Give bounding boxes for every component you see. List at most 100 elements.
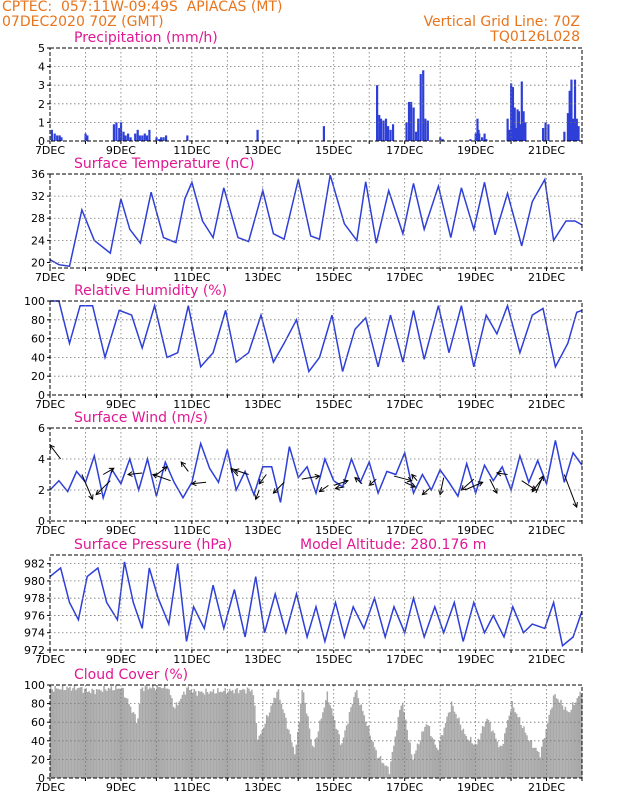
- wind-arrow: [404, 481, 416, 488]
- cloud-bar: [573, 704, 576, 778]
- wind-arrow: [521, 480, 537, 491]
- wind-arrow-head: [411, 473, 417, 480]
- cloud-bar: [348, 711, 351, 778]
- y-tick-label: 36: [31, 168, 45, 181]
- cloud-bar: [396, 730, 398, 778]
- cloud-bar: [103, 685, 105, 778]
- cloud-bar: [441, 735, 444, 778]
- cloud-bar: [345, 725, 348, 778]
- cloud-bar: [551, 707, 553, 778]
- wind-arrow-head: [95, 489, 102, 496]
- cloud-bar: [258, 735, 261, 778]
- x-tick-label: 15DEC: [315, 144, 352, 157]
- header-datetime: 07DEC2020 70Z (GMT): [2, 14, 164, 30]
- cloud-bar: [152, 685, 154, 778]
- cloud-bar: [88, 691, 90, 778]
- cloud-bar: [177, 705, 179, 778]
- cloud-bar: [579, 691, 581, 778]
- cloud-bar: [132, 712, 135, 778]
- cloud-bar: [498, 747, 500, 778]
- cloud-bar: [212, 689, 215, 778]
- cloud-bar: [109, 688, 111, 778]
- cloud-bar: [538, 752, 540, 778]
- cloud-bar: [366, 726, 368, 778]
- wind-arrow: [154, 466, 168, 477]
- wind-arrow: [191, 481, 207, 485]
- wind-arrow-head: [538, 475, 544, 482]
- cloud-bar: [69, 686, 71, 778]
- cloud-bar: [518, 717, 521, 778]
- cloud-bar: [572, 702, 574, 778]
- wind-arrow: [258, 474, 267, 485]
- cloud-bar: [249, 691, 252, 778]
- precip-bar: [378, 114, 381, 141]
- precip-bar: [118, 127, 121, 141]
- cloud-bar: [481, 725, 484, 778]
- cloud-bar: [486, 718, 488, 778]
- cloud-bar: [499, 745, 502, 778]
- x-tick-label: 21DEC: [528, 398, 565, 411]
- wind-arrow: [333, 480, 349, 486]
- cloud-bar: [359, 705, 361, 778]
- precip-bar: [157, 139, 161, 141]
- cloud-bar: [104, 689, 107, 778]
- cloud-bar: [196, 695, 198, 778]
- cloud-bar: [296, 731, 299, 778]
- cloud-bar: [206, 691, 209, 778]
- precip-bar: [379, 118, 383, 141]
- precip-bar: [112, 124, 116, 141]
- x-tick-label: 9DEC: [106, 398, 136, 411]
- precip-bar: [419, 74, 422, 141]
- precip-bar: [575, 118, 578, 141]
- cloud-bar: [81, 687, 83, 778]
- cloud-bar: [84, 688, 86, 778]
- wind-arrow: [411, 474, 418, 482]
- cloud-bar: [517, 717, 519, 778]
- precip-bar: [544, 122, 547, 141]
- y-tick-label: 978: [24, 592, 45, 605]
- x-tick-label: 9DEC: [106, 653, 136, 666]
- cloud-bar: [279, 699, 281, 778]
- cloud-bar: [326, 691, 329, 778]
- y-tick-label: 24: [31, 234, 45, 247]
- cloud-bar: [160, 688, 163, 778]
- precip-bar: [143, 133, 146, 141]
- cloud-bar: [205, 688, 207, 778]
- wind-arrow: [335, 486, 345, 489]
- y-tick-label: 0: [38, 135, 45, 148]
- cloud-bar: [341, 743, 343, 778]
- cloud-bar: [471, 743, 474, 778]
- cloud-bar: [274, 698, 277, 778]
- x-tick-label: 11DEC: [173, 524, 210, 537]
- wind-arrow-head: [88, 494, 94, 501]
- cloud-bar: [329, 705, 332, 778]
- cloud-bar: [257, 739, 259, 778]
- cloud-bar: [131, 712, 133, 778]
- cloud-bar: [427, 725, 429, 778]
- cloud-bar: [60, 689, 62, 778]
- cloud-bar: [433, 739, 435, 778]
- cloud-bar: [305, 713, 308, 778]
- cloud-bar: [214, 693, 216, 778]
- cloud-bar: [78, 687, 80, 778]
- cloud-bar: [428, 726, 431, 778]
- cloud-bar: [313, 747, 315, 778]
- cloud-bar: [55, 688, 58, 778]
- x-tick-label: 15DEC: [315, 524, 352, 537]
- header-station: CPTEC: 057:11W-09:49S APIACAS (MT): [2, 0, 283, 15]
- cloud-bar: [373, 747, 376, 778]
- wind-arrow: [393, 475, 412, 482]
- x-tick-label: 9DEC: [106, 271, 136, 284]
- cloud-bar: [560, 699, 562, 778]
- cloud-bar: [221, 692, 224, 778]
- cloud-bar: [183, 691, 185, 778]
- precip-bar: [407, 101, 411, 141]
- x-tick-label: 19DEC: [457, 653, 494, 666]
- cloud-bar: [140, 688, 142, 778]
- x-tick-label: 11DEC: [173, 398, 210, 411]
- cloud-bar: [370, 739, 373, 778]
- cloud-bar: [421, 731, 423, 778]
- cloud-bar: [310, 739, 312, 778]
- x-tick-label: 15DEC: [315, 781, 352, 794]
